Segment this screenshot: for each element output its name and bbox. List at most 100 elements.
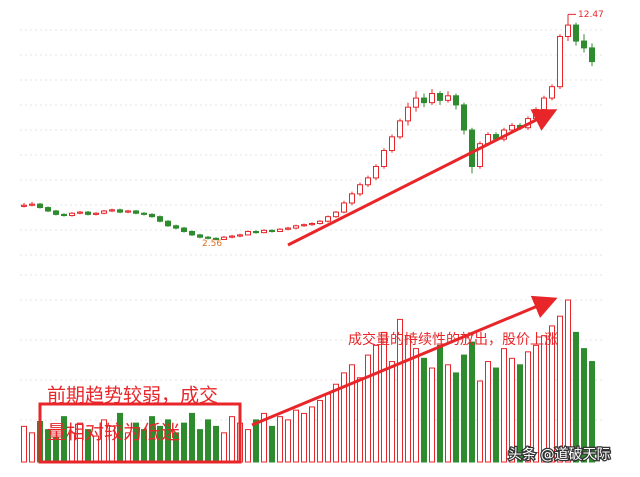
volume-bar [397, 318, 403, 463]
candle-body [149, 213, 155, 218]
candle-body [461, 104, 467, 131]
candle-body [413, 97, 419, 108]
volume-bar [517, 364, 523, 463]
volume-bar [365, 354, 371, 463]
volume-bar [221, 432, 227, 463]
volume-bar [333, 383, 339, 463]
volume-bar [445, 364, 451, 463]
volume-bar [253, 419, 259, 463]
candle-body [397, 120, 403, 138]
candle-body [77, 211, 83, 214]
candle-body [21, 204, 27, 207]
volume-bar [469, 341, 475, 463]
volume-bar [541, 335, 547, 463]
candle-body [549, 86, 555, 99]
volume-bar [21, 425, 27, 463]
volume-bar [373, 344, 379, 463]
candle-body [245, 230, 251, 236]
volume-bar [381, 331, 387, 463]
candle-body [557, 35, 563, 88]
volume-bar [477, 380, 483, 463]
candle-body [581, 40, 587, 49]
volume-bar [357, 377, 363, 463]
volume-bar [269, 425, 275, 463]
candle-body [445, 95, 451, 101]
low-label: 2.56 [202, 239, 222, 249]
volume-bar [557, 315, 563, 463]
volume-bar [213, 425, 219, 463]
volume-bar [509, 357, 515, 463]
candle-body [213, 237, 219, 240]
candle-body [421, 97, 427, 104]
volume-bar [197, 429, 203, 463]
volume-bar [261, 412, 267, 463]
candle-body [69, 212, 75, 217]
volume-bar [437, 344, 443, 463]
candle-body [533, 108, 539, 120]
candle-body [429, 93, 435, 104]
volume-bar [501, 348, 507, 463]
candle-body [469, 129, 475, 167]
arrow [287, 109, 558, 247]
candle-body [125, 210, 131, 213]
candle-body [197, 234, 203, 238]
candle-body [437, 93, 443, 101]
candle-body [269, 229, 275, 232]
candle-body [117, 209, 123, 213]
candle-body [37, 203, 43, 209]
volume-bar [181, 422, 187, 463]
candle-body [389, 136, 395, 152]
arrow [251, 295, 558, 427]
candle-body [317, 220, 323, 225]
volume-bar [245, 429, 251, 463]
candle-body [381, 150, 387, 167]
candle-body [405, 106, 411, 122]
volume-bar [285, 419, 291, 463]
volume-bar [341, 372, 347, 463]
candle-body [85, 211, 91, 215]
candle-body [61, 213, 67, 217]
candle-body [181, 227, 187, 232]
candle-body [229, 235, 235, 238]
volume-bar [29, 432, 35, 463]
candle-body [253, 230, 259, 234]
high-label: 12.47 [578, 10, 604, 20]
candle-body [341, 202, 347, 213]
candle-body [29, 203, 35, 206]
volume-bar [453, 372, 459, 463]
candle-body [301, 224, 307, 227]
volume-bar [565, 299, 571, 463]
candle-body [237, 234, 243, 237]
candle-body [349, 193, 355, 204]
volume-bar [549, 325, 555, 463]
candle-body [133, 210, 139, 214]
volume-bar [493, 367, 499, 463]
volume-bar [293, 409, 299, 463]
volume-bar [533, 344, 539, 463]
volume-bar [389, 361, 395, 463]
candle-body [477, 143, 483, 167]
volume-bar [413, 348, 419, 463]
volume-bar [581, 348, 587, 463]
candle-body [189, 230, 195, 236]
candle-body [565, 24, 571, 37]
candle-body [333, 211, 339, 218]
candle-body [309, 223, 315, 226]
volume-bar [461, 354, 467, 463]
candle-body [325, 216, 331, 222]
highlight-box [38, 402, 242, 464]
volume-bar [429, 367, 435, 463]
candle-body [293, 225, 299, 229]
volume-bar [189, 412, 195, 463]
candle-body [141, 212, 147, 215]
candle-body [101, 210, 107, 214]
watermark: 头条 @道破天际 [508, 446, 610, 463]
candle-body [45, 207, 51, 212]
candle-body [157, 216, 163, 222]
candle-body [589, 47, 595, 63]
candle-body [373, 165, 379, 179]
candle-body [173, 225, 179, 229]
volume-bar [301, 412, 307, 463]
candle-body [53, 210, 59, 215]
